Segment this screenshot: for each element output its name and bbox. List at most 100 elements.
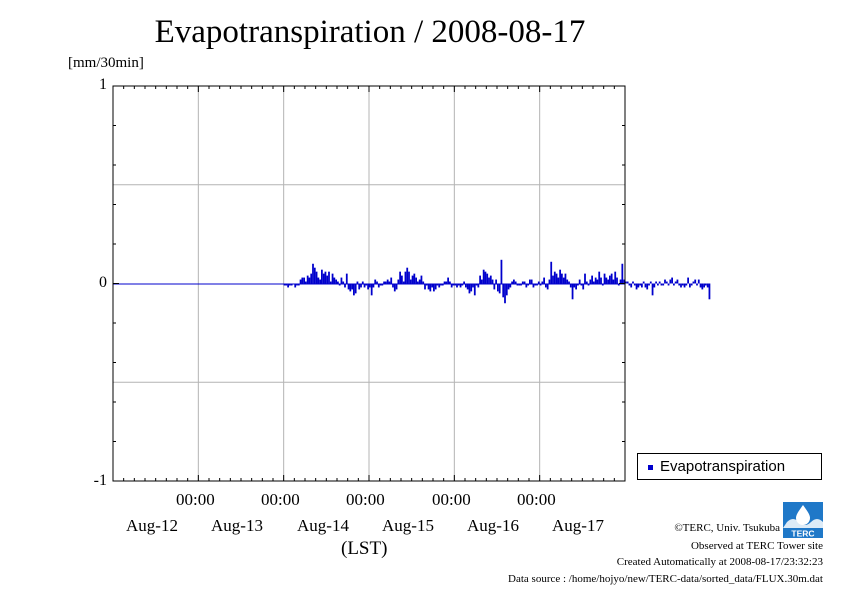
- series-bar: [493, 283, 496, 290]
- y-tick-label: -1: [93, 472, 107, 489]
- series-bar: [569, 283, 572, 288]
- series-bar: [532, 283, 535, 288]
- series-bar: [596, 279, 599, 284]
- series-bar: [340, 277, 343, 284]
- series-bar: [537, 281, 540, 284]
- series-bar: [610, 273, 613, 284]
- series-bar: [356, 281, 359, 284]
- series-bar: [525, 283, 528, 288]
- series-bar: [708, 283, 711, 300]
- series-bar: [635, 283, 638, 290]
- series-bar: [312, 263, 314, 284]
- series-bar: [305, 281, 307, 284]
- series-bar: [477, 283, 480, 288]
- series-bar: [578, 279, 581, 284]
- series-bar: [639, 283, 641, 286]
- series-bar: [513, 279, 515, 284]
- series-bar: [566, 279, 569, 284]
- series-bar: [313, 267, 316, 284]
- series-bar: [463, 281, 465, 284]
- series-bar: [326, 275, 329, 284]
- series-bar: [692, 281, 695, 284]
- series-bar: [369, 283, 371, 288]
- series-bar: [546, 283, 549, 290]
- series-bar: [361, 281, 364, 284]
- x-axis-label: (LST): [341, 538, 388, 559]
- series-bar: [614, 271, 617, 284]
- series-bar: [630, 283, 633, 288]
- series-bar: [347, 283, 350, 290]
- copyright-credit: ©TERC, Univ. Tsukuba: [674, 522, 780, 534]
- series-bar: [507, 283, 510, 290]
- terc-logo: TERC: [783, 502, 823, 538]
- series-bar: [673, 283, 675, 286]
- series-bar: [431, 283, 433, 288]
- x-time-label: 00:00: [176, 490, 215, 509]
- axis-ticks: [112, 85, 626, 482]
- series-bar: [545, 283, 547, 288]
- series-bar: [465, 283, 467, 288]
- series-bar: [429, 283, 432, 292]
- series-bar: [488, 277, 490, 284]
- observed-credit: Observed at TERC Tower site: [690, 540, 823, 552]
- x-time-label: 00:00: [432, 490, 471, 509]
- series-bar: [310, 273, 313, 284]
- series-bar: [409, 279, 412, 284]
- legend-label: Evapotranspiration: [660, 458, 786, 475]
- series-bar: [694, 279, 697, 284]
- series-bar: [559, 269, 561, 284]
- series-bar: [287, 283, 289, 288]
- series-bar: [564, 273, 567, 284]
- series-bar: [404, 271, 407, 284]
- chart-title: Evapotranspiration / 2008-08-17: [154, 14, 586, 50]
- series-bar: [612, 279, 615, 284]
- series-bar: [591, 275, 593, 284]
- series-bar: [646, 283, 649, 290]
- series-bar: [415, 277, 417, 284]
- series-bar: [641, 283, 643, 288]
- series-bar: [619, 279, 622, 284]
- series-bar: [561, 273, 563, 284]
- series-bar: [420, 275, 423, 284]
- x-date-label: Aug-13: [211, 516, 263, 535]
- series-bar: [571, 283, 574, 300]
- series-bar: [653, 283, 656, 288]
- series-bar: [299, 279, 302, 284]
- series-bar: [671, 277, 673, 284]
- series-bar: [529, 279, 531, 284]
- series-bar: [696, 283, 698, 286]
- series-bar: [322, 273, 325, 284]
- series-bar: [530, 279, 533, 284]
- series-bar: [402, 281, 405, 284]
- series-bar: [665, 281, 668, 284]
- series-bar: [328, 271, 330, 284]
- series-bar: [607, 279, 609, 284]
- series-bar: [399, 271, 401, 284]
- series-bar: [593, 281, 595, 284]
- series-bar: [594, 277, 597, 284]
- series-bar: [664, 279, 666, 284]
- series-bar: [681, 283, 684, 286]
- series-bar: [703, 283, 705, 288]
- series-bar: [497, 283, 499, 292]
- series-bar: [374, 279, 377, 284]
- series-bar: [456, 283, 458, 288]
- series-bar: [335, 279, 337, 284]
- series-bar: [600, 277, 602, 284]
- series-bar: [553, 271, 556, 284]
- series-bar: [632, 281, 634, 284]
- series-bar: [329, 281, 332, 284]
- series-bar: [473, 283, 476, 296]
- series-bar: [317, 277, 320, 284]
- series-bar: [459, 283, 462, 288]
- series-bar: [676, 279, 679, 284]
- series-bar: [472, 283, 474, 288]
- series-bar: [424, 283, 426, 290]
- series-bar: [427, 283, 430, 290]
- series-bar: [575, 283, 577, 290]
- series-bar: [633, 283, 636, 286]
- series-bar: [358, 283, 361, 290]
- series-bar: [443, 281, 446, 284]
- series-bar: [660, 283, 663, 286]
